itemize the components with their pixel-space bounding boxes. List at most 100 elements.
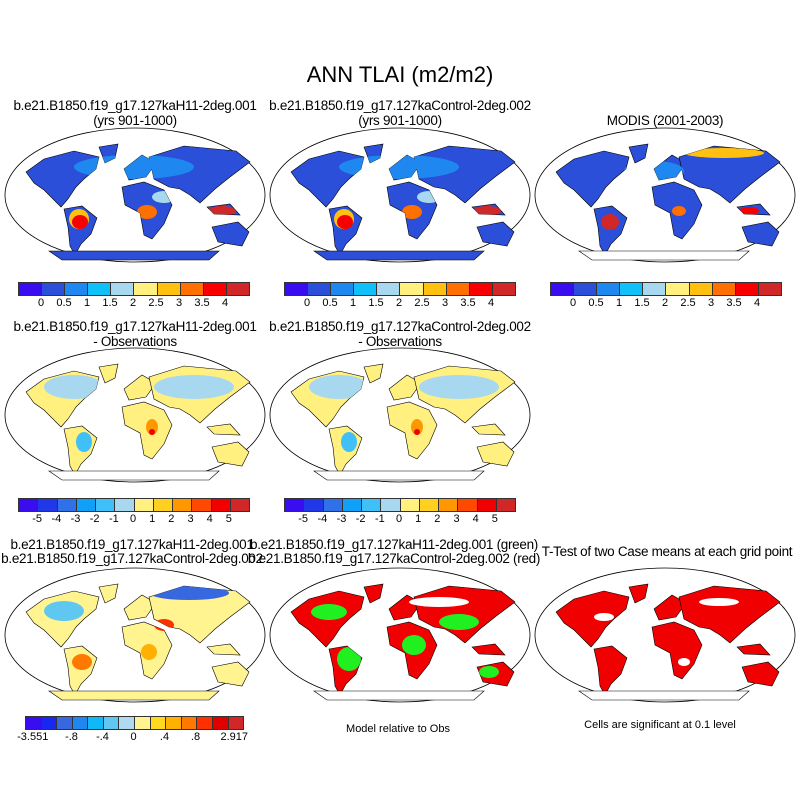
colorbar-box [354, 283, 378, 295]
colorbar-box [134, 283, 158, 295]
landmass-maritime-asia [471, 423, 506, 436]
map-panel-6 [4, 567, 266, 703]
colorbar-box [381, 499, 401, 511]
colorbar-box [166, 717, 182, 729]
colorbar-box [666, 283, 690, 295]
landmass-antarctica [578, 690, 750, 701]
colorbar-tick-label: 0 [569, 297, 577, 309]
colorbar-tick-label: -5 [32, 513, 43, 525]
colorbar-box [192, 499, 212, 511]
landmass-north-america [555, 150, 630, 208]
field-patch [411, 419, 423, 435]
map-panel-2 [269, 127, 531, 263]
landmass-greenland [98, 363, 119, 384]
landmass-antarctica [48, 250, 220, 261]
colorbar-box [115, 499, 135, 511]
colorbar-box [735, 283, 759, 295]
colorbar-box [304, 499, 324, 511]
colorbar-box [173, 499, 193, 511]
landmass-north-america [555, 590, 630, 648]
colorbar-box [620, 283, 644, 295]
field-patch [699, 598, 739, 606]
colorbar-box [342, 499, 362, 511]
colorbar-box [38, 499, 58, 511]
colorbar-box [551, 283, 575, 295]
colorbar-panel-3 [550, 282, 782, 296]
colorbar-box [458, 499, 478, 511]
colorbar-box [150, 717, 167, 729]
colorbar-box [88, 717, 104, 729]
colorbar-tick-label: 2.5 [414, 297, 430, 309]
field-patch [341, 432, 357, 452]
colorbar-tick-label: 0 [395, 513, 403, 525]
map-panel-3 [534, 127, 796, 263]
colorbar-tick-label: -3 [70, 513, 81, 525]
colorbar-box [400, 283, 424, 295]
field-patch [72, 215, 88, 229]
colorbar-panel-1 [18, 282, 250, 296]
colorbar-tick-label: 1 [349, 297, 357, 309]
colorbar-box [331, 283, 355, 295]
colorbar-tick-label: 3.5 [460, 297, 476, 309]
colorbar-tick-label: 4 [753, 297, 761, 309]
field-patch [473, 206, 501, 216]
colorbar-box [308, 283, 332, 295]
landmass-greenland [363, 363, 384, 384]
landmass-asia [678, 145, 781, 204]
colorbar-box [758, 283, 781, 295]
colorbar-box [76, 499, 96, 511]
field-patch [739, 207, 759, 215]
landmass-maritime-asia [206, 643, 241, 656]
field-patch [44, 375, 104, 399]
colorbar-tick-label: 1.5 [368, 297, 384, 309]
landmass-australia [211, 221, 250, 247]
colorbar-tick-label: 4 [487, 297, 495, 309]
landmass-australia [476, 221, 515, 247]
landmass-australia [211, 441, 250, 467]
colorbar-tick-label: -.8 [65, 731, 78, 743]
map-panel-8 [534, 567, 796, 703]
colorbar-box [72, 717, 89, 729]
colorbar-tick-label: 2.917 [220, 731, 249, 743]
colorbar-tick-label: 3 [441, 297, 449, 309]
colorbar-panel-6 [25, 716, 244, 730]
colorbar-box [492, 283, 515, 295]
colorbar-tick-label: 5 [225, 513, 232, 525]
colorbar-box [419, 499, 439, 511]
field-patch [678, 658, 690, 666]
colorbar-tick-label: -1 [374, 513, 385, 525]
field-patch [154, 375, 234, 399]
panel-4-title-line2: - Observations [93, 334, 177, 349]
landmass-antarctica [48, 690, 220, 701]
colorbar-box [197, 717, 213, 729]
colorbar-tick-label: 2.5 [148, 297, 164, 309]
colorbar-box [446, 283, 470, 295]
colorbar-tick-label: -1 [108, 513, 119, 525]
colorbar-box [226, 283, 249, 295]
landmass-greenland [98, 583, 119, 604]
colorbar-box [41, 717, 58, 729]
colorbar-tick-label: 0.5 [322, 297, 338, 309]
colorbar-tick-label: 3 [453, 513, 460, 525]
colorbar-box [285, 283, 309, 295]
landmass-antarctica [48, 470, 220, 481]
colorbar-box [135, 717, 151, 729]
landmass-africa [651, 621, 703, 680]
colorbar-box [26, 717, 42, 729]
colorbar-tick-label: -4 [317, 513, 328, 525]
colorbar-box [103, 717, 120, 729]
colorbar-tick-label: 4 [206, 513, 213, 525]
field-patch [146, 419, 158, 435]
field-patch [402, 205, 422, 219]
colorbar-box [423, 283, 447, 295]
field-patch [684, 148, 764, 158]
panel-1-title-line2: (yrs 901-1000) [93, 113, 177, 128]
colorbar-tick-label: 3.5 [194, 297, 210, 309]
landmass-australia [476, 441, 515, 467]
colorbar-box [400, 499, 420, 511]
colorbar-box [211, 499, 231, 511]
colorbar-box [19, 499, 39, 511]
landmass-europe [123, 594, 157, 621]
field-patch [419, 375, 499, 399]
